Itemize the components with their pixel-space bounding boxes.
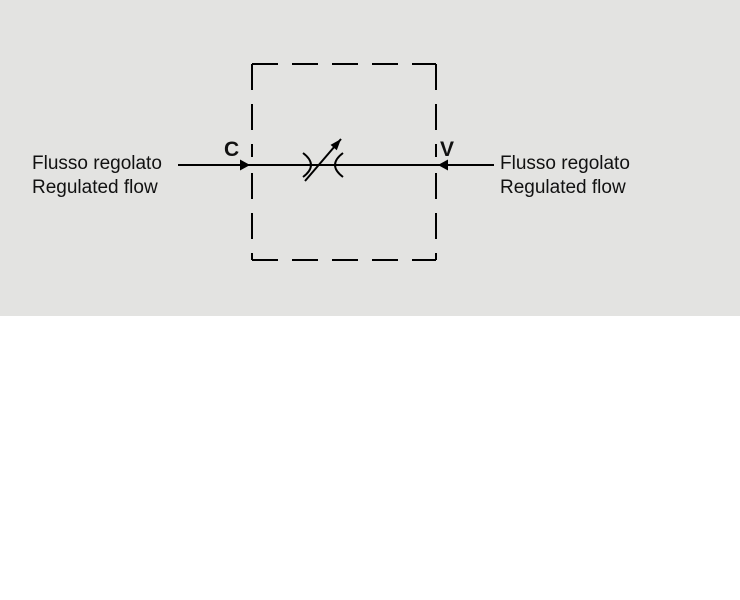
right-flow-label-line1: Flusso regolato [500, 153, 630, 174]
right-flow-label: Flusso regolato Regulated flow [500, 152, 630, 200]
right-flow-label-line2: Regulated flow [500, 177, 626, 198]
port-label-c: C [224, 138, 239, 162]
left-flow-label-line2: Regulated flow [32, 177, 158, 198]
port-label-v: V [440, 138, 454, 162]
left-flow-label: Flusso regolato Regulated flow [32, 152, 162, 200]
left-flow-label-line1: Flusso regolato [32, 153, 162, 174]
diagram-canvas: Flusso regolato Regulated flow Flusso re… [0, 0, 740, 600]
